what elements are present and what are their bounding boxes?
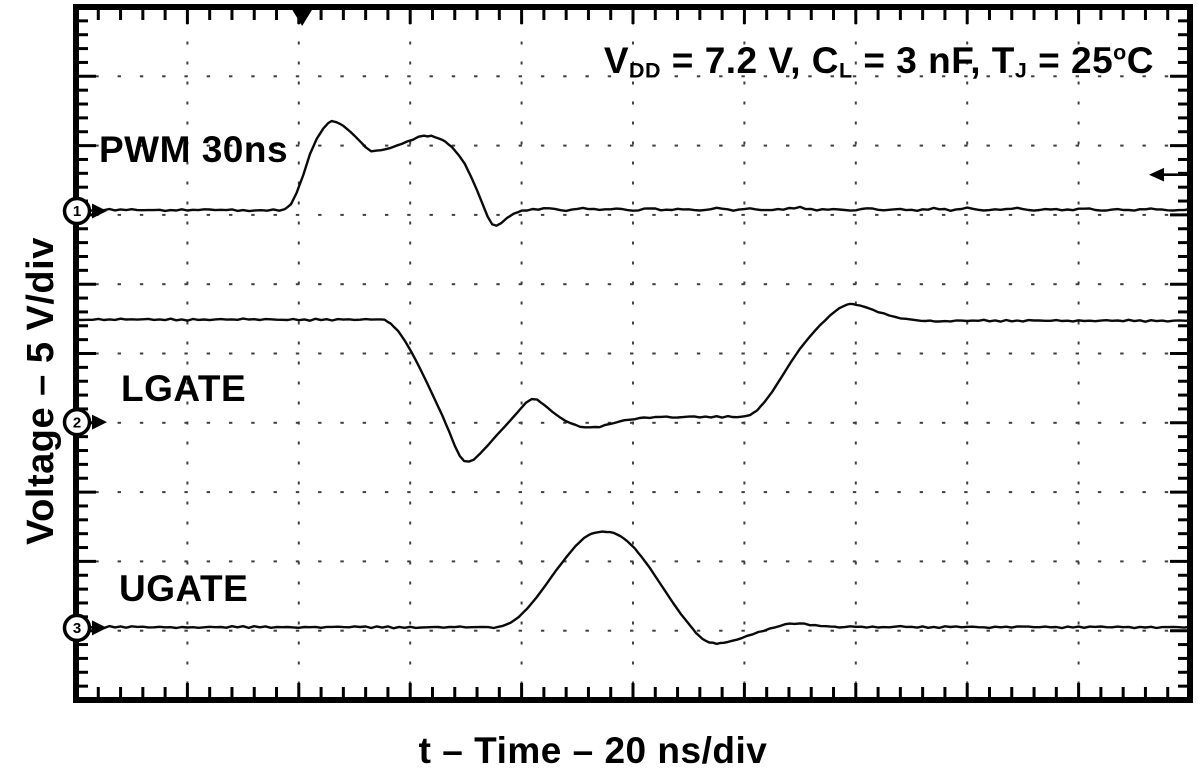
trace-label-lgate: LGATE bbox=[121, 368, 247, 409]
test-conditions-annotation: VDD = 7.2 V, CL = 3 nF, TJ = 25oC bbox=[604, 40, 1154, 84]
channel-3-marker: 3 bbox=[62, 613, 107, 643]
conditions-segment: L bbox=[838, 58, 853, 83]
svg-text:2: 2 bbox=[73, 414, 81, 431]
border-ticks bbox=[78, 9, 1188, 698]
conditions-segment: = 3 nF, T bbox=[852, 40, 1015, 81]
conditions-segment: C bbox=[1126, 40, 1154, 81]
trigger-level-marker-icon bbox=[1149, 167, 1187, 182]
conditions-segment: = 25 bbox=[1027, 40, 1114, 81]
conditions-segment: o bbox=[1113, 40, 1127, 65]
trace-lgate bbox=[77, 302, 1189, 463]
trace-label-ugate: UGATE bbox=[119, 568, 249, 609]
trace-ugate bbox=[77, 530, 1189, 646]
conditions-segment: V bbox=[603, 40, 630, 81]
graticule-dots bbox=[95, 21, 1169, 685]
conditions-segment: DD bbox=[629, 58, 662, 83]
y-axis-label: Voltage – 5 V/div bbox=[20, 237, 62, 545]
channel-2-marker: 2 bbox=[62, 407, 107, 437]
channel-1-marker: 1 bbox=[62, 196, 107, 226]
plot-border bbox=[73, 4, 1193, 703]
x-axis-label: t – Time – 20 ns/div bbox=[418, 730, 768, 771]
svg-text:3: 3 bbox=[73, 620, 81, 637]
svg-text:1: 1 bbox=[73, 203, 81, 220]
trace-pwm-30ns bbox=[77, 119, 1189, 227]
conditions-segment: = 7.2 V, C bbox=[661, 40, 839, 81]
trace-label-pwm: PWM 30ns bbox=[99, 129, 289, 170]
conditions-segment: J bbox=[1014, 58, 1028, 83]
trigger-time-marker-icon bbox=[291, 8, 314, 26]
